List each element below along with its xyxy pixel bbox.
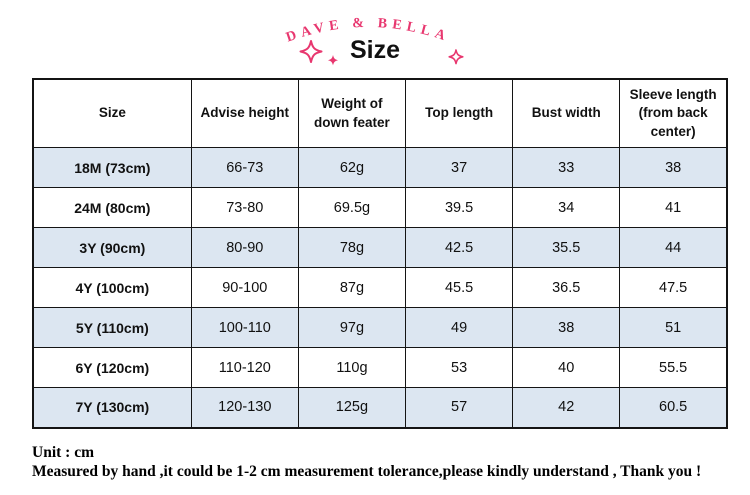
value-cell: 87g xyxy=(297,267,407,308)
value-cell: 35.5 xyxy=(512,227,621,268)
value-cell: 33 xyxy=(512,147,621,188)
column-header-size: Size xyxy=(32,78,192,148)
value-cell: 42.5 xyxy=(404,227,514,268)
value-cell: 78g xyxy=(297,227,407,268)
table-row: 24M (80cm) 73-80 69.5g 39.5 34 41 xyxy=(32,187,728,228)
value-cell: 40 xyxy=(512,347,621,388)
value-cell: 38 xyxy=(512,307,621,348)
column-header-sleeve-length: Sleeve length (from back center) xyxy=(619,78,728,148)
value-cell: 60.5 xyxy=(619,387,728,428)
value-cell: 34 xyxy=(512,187,621,228)
value-cell: 80-90 xyxy=(190,227,299,268)
value-cell: 90-100 xyxy=(190,267,299,308)
value-cell: 100-110 xyxy=(190,307,299,348)
value-cell: 57 xyxy=(404,387,514,428)
value-cell: 66-73 xyxy=(190,147,299,188)
value-cell: 69.5g xyxy=(297,187,407,228)
size-cell: 7Y (130cm) xyxy=(32,387,192,428)
value-cell: 41 xyxy=(619,187,728,228)
column-header-weight: Weight of down feater xyxy=(297,78,407,148)
value-cell: 51 xyxy=(619,307,728,348)
table-row: 4Y (100cm) 90-100 87g 45.5 36.5 47.5 xyxy=(32,267,728,308)
size-cell: 18M (73cm) xyxy=(32,147,192,188)
size-cell: 4Y (100cm) xyxy=(32,267,192,308)
value-cell: 49 xyxy=(404,307,514,348)
value-cell: 73-80 xyxy=(190,187,299,228)
value-cell: 97g xyxy=(297,307,407,348)
table-row: 3Y (90cm) 80-90 78g 42.5 35.5 44 xyxy=(32,227,728,268)
footer-notes: Unit : cm Measured by hand ,it could be … xyxy=(32,443,730,481)
table-row: 18M (73cm) 66-73 62g 37 33 38 xyxy=(32,147,728,188)
column-header-top-length: Top length xyxy=(404,78,514,148)
value-cell: 38 xyxy=(619,147,728,188)
page-title: Size xyxy=(349,36,401,64)
tolerance-note: Measured by hand ,it could be 1-2 cm mea… xyxy=(32,463,702,480)
value-cell: 125g xyxy=(297,387,407,428)
size-cell: 24M (80cm) xyxy=(32,187,192,228)
table-row: 6Y (120cm) 110-120 110g 53 40 55.5 xyxy=(32,347,728,388)
table-header-row: Size Advise height Weight of down feater… xyxy=(32,78,728,148)
value-cell: 39.5 xyxy=(404,187,514,228)
size-cell: 5Y (110cm) xyxy=(32,307,192,348)
value-cell: 36.5 xyxy=(512,267,621,308)
value-cell: 47.5 xyxy=(619,267,728,308)
header: DAVE & BELLA Size xyxy=(0,0,750,76)
value-cell: 45.5 xyxy=(404,267,514,308)
table-row: 7Y (130cm) 120-130 125g 57 42 60.5 xyxy=(32,387,728,428)
value-cell: 53 xyxy=(404,347,514,388)
table-row: 5Y (110cm) 100-110 97g 49 38 51 xyxy=(32,307,728,348)
column-header-bust-width: Bust width xyxy=(512,78,621,148)
size-cell: 3Y (90cm) xyxy=(32,227,192,268)
unit-note: Unit : cm xyxy=(32,444,94,461)
size-table: Size Advise height Weight of down feater… xyxy=(32,78,728,429)
value-cell: 62g xyxy=(297,147,407,188)
value-cell: 37 xyxy=(404,147,514,188)
value-cell: 55.5 xyxy=(619,347,728,388)
value-cell: 44 xyxy=(619,227,728,268)
value-cell: 110g xyxy=(297,347,407,388)
value-cell: 120-130 xyxy=(190,387,299,428)
size-cell: 6Y (120cm) xyxy=(32,347,192,388)
value-cell: 110-120 xyxy=(190,347,299,388)
value-cell: 42 xyxy=(512,387,621,428)
column-header-advise-height: Advise height xyxy=(190,78,299,148)
